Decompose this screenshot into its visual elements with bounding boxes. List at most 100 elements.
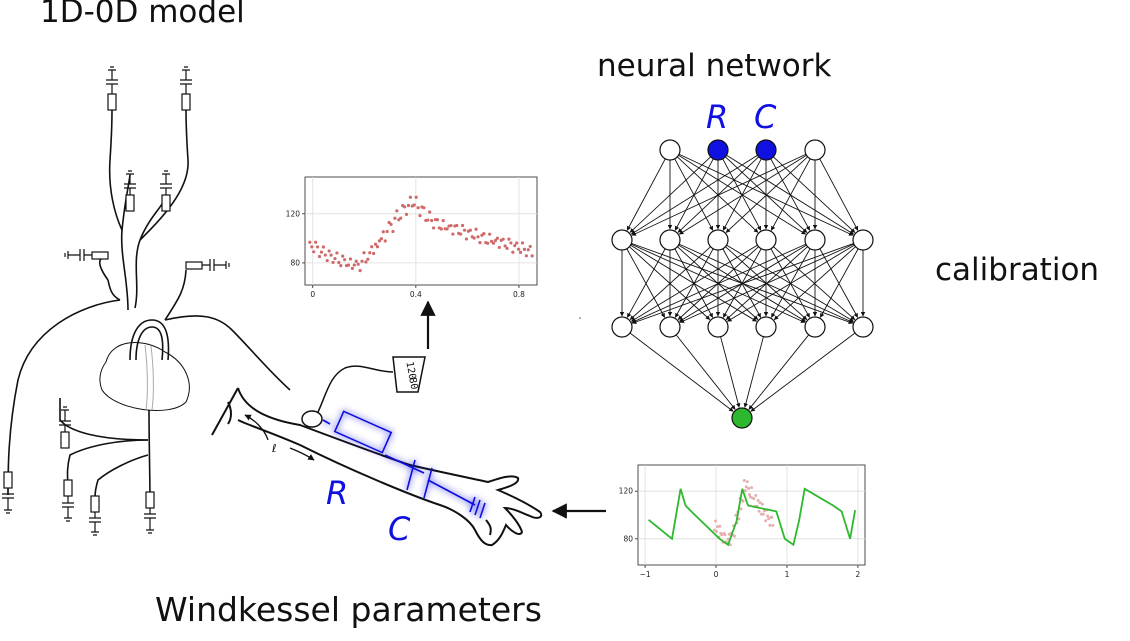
scatter-point [524,254,528,258]
scatter-point [430,218,434,223]
calibration-label: calibration [935,252,1100,288]
measured-point [727,532,731,536]
pressure-scatter-chart: 0 0.4 0.8 80 120 [286,176,538,299]
scatter-point [462,228,467,232]
scatter-point [323,253,327,257]
nn-node [755,229,777,251]
scatter-point [530,254,534,258]
scatter-point [317,254,322,259]
scatter-point [472,236,476,240]
scatter-point [422,206,426,210]
arterial-tree [7,109,291,501]
nn-node [755,316,777,338]
scatter-point [414,195,418,199]
measured-point [771,523,775,527]
scatter-point [372,251,376,256]
nn-edge [631,153,807,236]
scatter-point [377,239,382,243]
scatter-point [399,216,403,220]
nn-edge [725,156,808,233]
x-tick-label: −1 [640,570,651,579]
scatter-point [321,245,325,249]
scatter-point [408,195,412,199]
x-tick-label: 0.8 [513,290,525,299]
nn-node [804,139,826,161]
scatter-point [385,229,389,234]
scatter-point [325,258,329,263]
x-tick-label: 2 [856,570,861,579]
scatter-point [383,239,387,243]
scatter-point [346,263,351,267]
measured-point [714,519,718,523]
measured-point [743,489,747,493]
nn-edge [773,246,856,320]
scatter-point [373,242,378,246]
measured-point [760,502,764,506]
svg-text:ℓ: ℓ [271,442,277,455]
nn-node [852,316,874,338]
nn-node [707,139,729,161]
scatter-point [393,216,397,220]
scatter-point [511,250,515,254]
scatter-point [404,212,409,216]
scatter-point [428,210,432,214]
scatter-point [455,223,459,228]
arm-label-r: R [326,474,349,512]
scatter-point [343,258,347,262]
model-title: 1D-0D model [40,0,245,30]
scatter-point [360,259,364,263]
scatter-point [495,236,499,240]
scatter-point [528,244,532,249]
measured-point [770,515,774,519]
measured-point [718,524,722,528]
nn-node [611,229,633,251]
nn-node [659,229,681,251]
plot-frame [637,464,866,566]
measured-point [720,533,724,537]
scatter-point [350,266,354,270]
nn-edge [631,244,758,322]
nn-node [804,229,826,251]
scatter-point [493,238,498,243]
heart-shape [99,342,190,412]
scatter-point [501,237,505,241]
scatter-point [333,257,337,261]
scatter-point [486,241,490,245]
nn-node [659,316,681,338]
nn-node [804,316,826,338]
scatter-point [522,247,527,251]
scatter-point [348,257,353,261]
scatter-point [375,245,380,249]
measured-point [754,493,758,497]
scatter-point [476,235,480,239]
measured-point [733,534,737,538]
scatter-point [319,250,324,254]
nn-edge [679,243,855,323]
nn-node [755,139,777,161]
scatter-point [395,209,399,213]
nn-edge [626,158,666,231]
nn-edge [720,336,741,408]
scatter-point [402,205,407,209]
neural-network-title: neural network [597,48,832,84]
scatter-point [460,223,465,228]
measured-point [764,519,768,523]
scatter-point [362,251,366,255]
measured-point [748,493,752,497]
arm-windkessel-circuit [322,410,486,519]
scatter-point [468,228,472,232]
scatter-point [507,237,511,241]
measured-point [716,525,720,529]
nn-node [852,229,874,251]
scatter-point [341,254,345,258]
scatter-point [509,241,513,245]
nn-edge [629,156,712,233]
measured-point [742,478,746,482]
measured-point [741,499,745,503]
measured-point [766,514,770,518]
arm-label-c: C [388,510,411,548]
measured-point [752,496,756,500]
y-tick-label: 80 [623,534,633,543]
measured-point [744,485,748,489]
scatter-point [451,232,455,236]
